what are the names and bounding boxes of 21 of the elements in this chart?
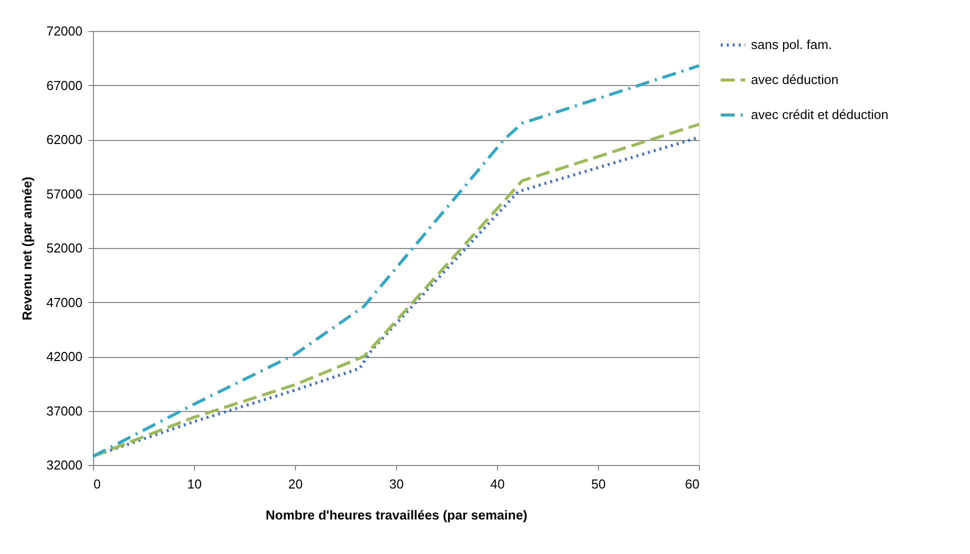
y-tick-label: 42000 xyxy=(46,349,82,364)
x-axis-title: Nombre d'heures travaillées (par semaine) xyxy=(266,508,528,522)
x-tick-label: 50 xyxy=(591,476,606,492)
y-tick-label: 37000 xyxy=(46,403,82,418)
y-axis-title: Revenu net (par année) xyxy=(19,176,34,320)
y-tick-label: 47000 xyxy=(46,294,82,310)
legend-label: avec déduction xyxy=(751,72,838,87)
y-tick-label: 62000 xyxy=(46,132,82,147)
legend-label: avec crédit et déduction xyxy=(751,107,888,122)
x-tick-label: 10 xyxy=(187,476,202,492)
x-tick-label: 0 xyxy=(94,476,101,492)
x-tick-label: 40 xyxy=(490,476,505,492)
y-tick-label: 57000 xyxy=(46,186,82,202)
y-tick-label: 67000 xyxy=(46,78,82,93)
x-tick-label: 30 xyxy=(389,476,404,492)
y-tick-label: 72000 xyxy=(46,24,82,38)
x-tick-label: 20 xyxy=(288,476,303,492)
x-tick-label: 60 xyxy=(685,476,700,492)
y-tick-label: 32000 xyxy=(46,458,82,472)
y-tick-label: 52000 xyxy=(46,240,82,256)
legend-label: sans pol. fam. xyxy=(751,37,832,52)
